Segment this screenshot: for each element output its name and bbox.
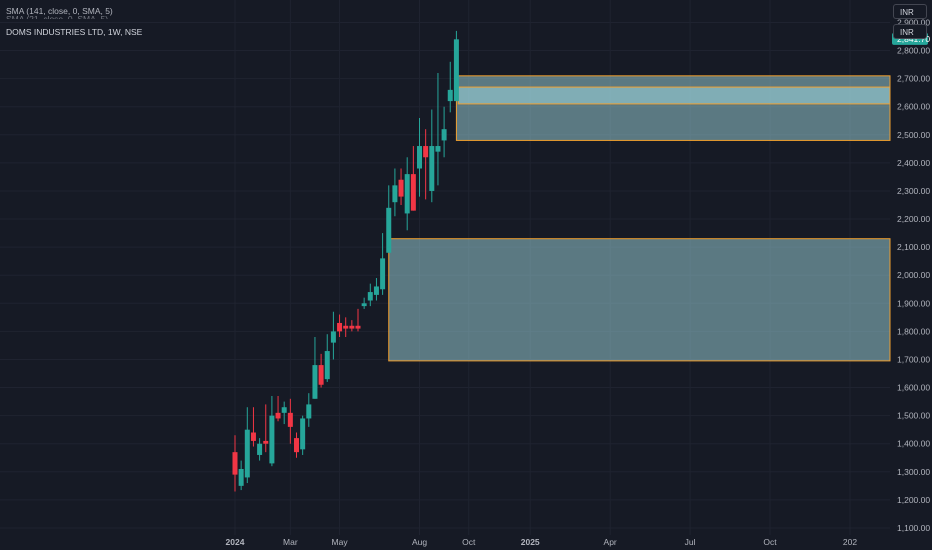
currency-button-secondary[interactable]: INR [893,24,927,39]
y-tick-label: 2,100.00 [897,242,930,252]
candle-body [380,258,386,290]
x-tick-label: 2024 [226,537,245,547]
y-tick-label: 2,600.00 [897,102,930,112]
x-tick-label: Apr [604,537,617,547]
candle-body [367,292,373,301]
candle-body [361,303,367,307]
sma-legend[interactable]: SMA (141, close, 0, SMA, 5) [6,6,113,16]
y-tick-label: 2,200.00 [897,214,930,224]
candle-body [244,429,250,478]
candle-body [355,325,361,329]
candle-body [232,452,238,475]
candle-body [398,179,404,197]
x-tick-label: May [332,537,349,547]
candle-body [269,415,275,464]
candle-body [250,432,256,441]
candle-body [324,351,330,380]
zone-rect [455,75,891,141]
candle-body [238,469,244,486]
y-tick-label: 1,500.00 [897,411,930,421]
candle-body [300,418,306,450]
candle-body [343,325,349,329]
candle-body [349,325,355,329]
candle-body [453,39,459,102]
currency-button[interactable]: INR [893,4,927,19]
y-tick-label: 1,900.00 [897,298,930,308]
y-tick-label: 1,200.00 [897,495,930,505]
candle-body [386,207,392,253]
candle-body [441,129,447,141]
candle-body [275,412,281,419]
candle-body [410,174,416,211]
x-tick-label: Oct [763,537,777,547]
candle-body [318,365,324,385]
x-tick-label: Mar [283,537,298,547]
candle-body [330,331,336,343]
symbol-legend: DOMS INDUSTRIES LTD, 1W, NSE [6,27,143,37]
y-tick-label: 2,300.00 [897,186,930,196]
candle-body [263,440,269,444]
candle-body [257,443,263,455]
sma-legend-secondary[interactable]: SMA (21, close, 0, SMA, 5) [6,14,109,19]
x-tick-label: 202 [843,537,857,547]
x-tick-label: Oct [462,537,476,547]
x-tick-label: Aug [412,537,427,547]
y-tick-label: 1,100.00 [897,523,930,533]
candle-body [337,322,343,332]
y-tick-label: 2,700.00 [897,74,930,84]
y-tick-label: 2,900.00 [897,17,930,27]
candle-body [294,438,299,453]
candle-body [306,404,312,419]
candle-body [373,286,379,295]
candle-body [423,146,429,158]
candle-body [429,146,435,191]
zone-rect [388,238,891,362]
candle-body [417,146,422,169]
candle-body [447,89,453,102]
y-tick-label: 1,300.00 [897,467,930,477]
y-tick-label: 1,800.00 [897,326,930,336]
zone-rect [457,86,891,105]
x-tick-label: 2025 [521,537,540,547]
candle-body [404,174,410,214]
y-tick-label: 2,400.00 [897,158,930,168]
candle-body [392,185,398,203]
y-tick-label: 2,500.00 [897,130,930,140]
candle-body [281,407,287,413]
y-tick-label: 1,400.00 [897,439,930,449]
candle-body [435,146,441,152]
x-tick-label: Jul [685,537,696,547]
y-tick-label: 1,600.00 [897,383,930,393]
y-tick-label: 2,000.00 [897,270,930,280]
y-tick-label: 1,700.00 [897,354,930,364]
y-tick-label: 2,800.00 [897,46,930,56]
candle-body [312,365,318,399]
candle-body [287,412,293,427]
